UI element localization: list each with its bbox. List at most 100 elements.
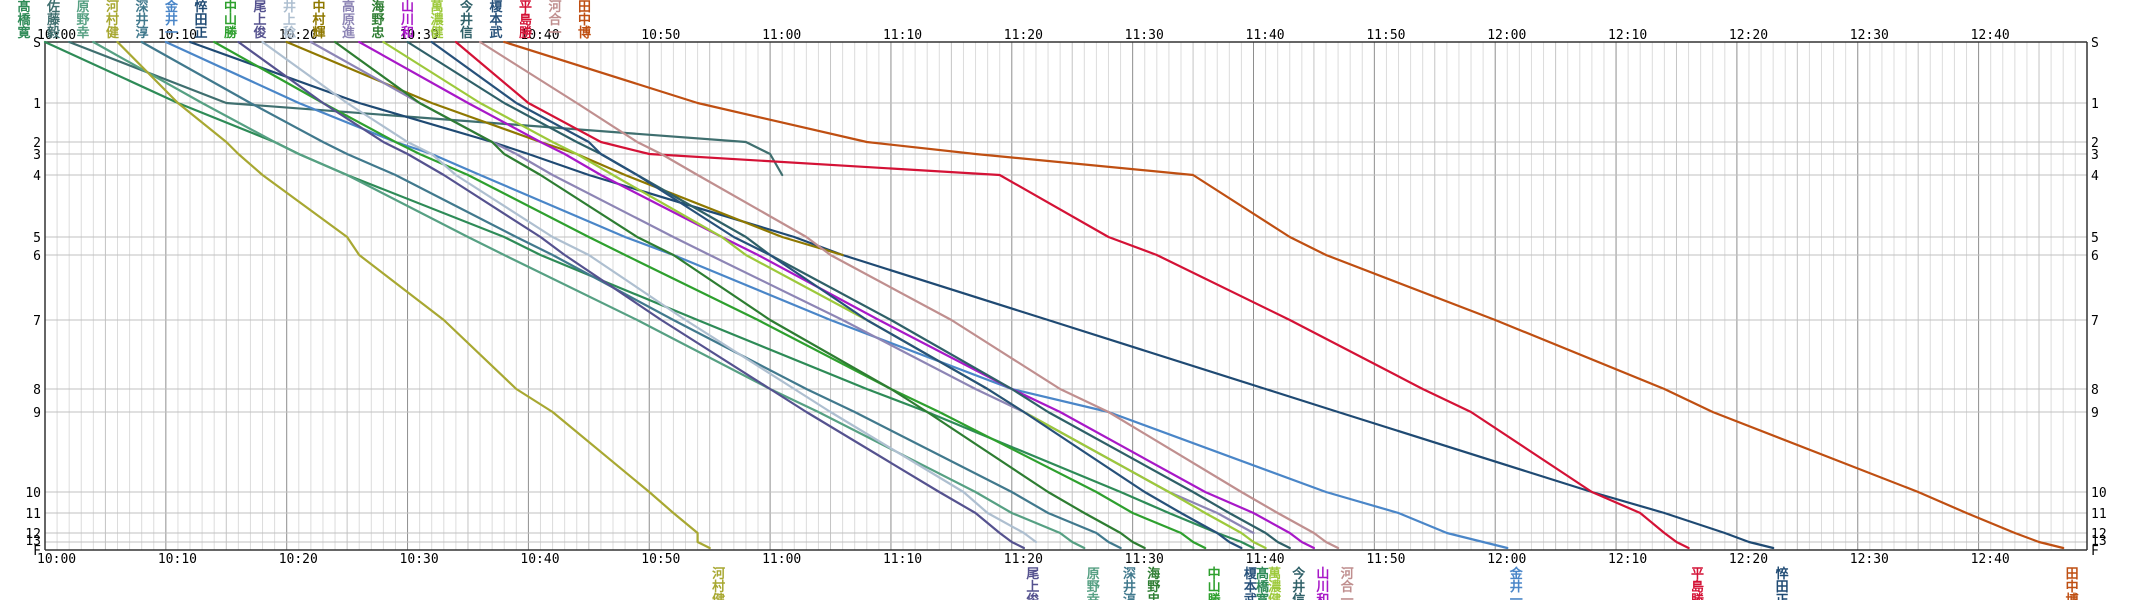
time-label-top: 10:20 [279,28,318,43]
runner-names: 髙橋寛髙橋寛佐藤毅原野幸原野幸河村健河村健深井淳深井淳金井一金井一悴田正悴田正中… [17,0,2079,604]
runner-line [116,40,711,550]
time-label-top: 11:10 [883,28,922,43]
control-label-left: 1 [33,97,41,112]
control-label-left: 11 [25,507,41,522]
runner-line [237,40,1026,550]
time-label-top: 10:40 [520,28,559,43]
time-label-bottom: 12:20 [1729,552,1768,567]
time-label-bottom: 11:50 [1366,552,1405,567]
control-label-right: 4 [2091,169,2099,184]
time-label-top: 11:20 [1004,28,1043,43]
time-label-bottom: 11:00 [762,552,801,567]
runner-name-top: 髙橋寛 [17,0,31,41]
runner-name-bottom: 榎本武 [1244,566,1258,600]
runner-line [333,40,1146,550]
time-label-top: 12:30 [1850,28,1889,43]
control-label-left: 2 [33,136,41,151]
time-label-bottom: 12:10 [1608,552,1647,567]
time-label-top: 11:50 [1366,28,1405,43]
runner-name-bottom: 尾上俊 [1026,567,1039,600]
runner-name-bottom: 河合一 [1341,566,1355,600]
runner-line [406,40,1291,550]
time-label-top: 12:10 [1608,28,1647,43]
time-label-top: 11:40 [1246,28,1285,43]
control-label-right: 1 [2091,97,2099,112]
control-label-left: F [33,544,41,559]
time-label-bottom: 10:50 [641,552,680,567]
time-label-top: 10:30 [400,28,439,43]
time-label-top: 10:10 [158,28,197,43]
runner-line [261,40,1038,544]
control-label-left: 6 [33,249,41,264]
runner-name-top: 榎本武 [489,0,503,41]
time-label-bottom: 11:40 [1246,552,1285,567]
runner-line [382,40,1267,550]
control-label-left: 10 [25,486,41,501]
time-label-bottom: 10:00 [37,552,76,567]
runner-name-top: 金井一 [164,0,179,41]
time-label-top: 12:40 [1971,28,2010,43]
time-label-top: 10:00 [37,28,76,43]
time-label-bottom: 10:40 [520,552,559,567]
runner-name-top: 原野幸 [76,0,89,41]
control-label-right: 13 [2091,534,2107,549]
runner-name-bottom: 今井信 [1291,566,1306,600]
control-label-left: 3 [33,148,41,163]
runner-lines [43,40,2065,550]
control-label-right: 7 [2091,314,2099,329]
runner-line [430,40,1243,550]
control-label-left: 12 [25,527,41,542]
grid-lines [44,42,2087,550]
runner-name-top: 河合一 [548,0,562,41]
control-label-right: 11 [2091,507,2107,522]
runner-name-top: 高原進 [342,0,355,41]
time-label-bottom: 11:30 [1125,552,1164,567]
control-label-left: 8 [33,383,41,398]
control-label-left: 9 [33,406,41,421]
control-label-right: 5 [2091,231,2099,246]
runner-name-top: 中村輝 [312,0,325,41]
control-label-left: 4 [33,169,41,184]
time-label-top: 11:00 [762,28,801,43]
runner-name-bottom: 平島勝 [1691,567,1705,600]
runner-line [140,40,1122,550]
control-label-left: 7 [33,314,41,329]
control-label-left: 13 [25,534,41,549]
control-label-right: F [2091,544,2099,559]
runner-name-top: 田中博 [578,0,591,41]
control-label-right: 8 [2091,383,2099,398]
time-axis-labels: 10:00 10:00 10:10 10:10 10:20 10:20 10:30 10:30… [37,28,2010,567]
control-label-right: 6 [2091,249,2099,264]
runner-name-bottom: 髙橋寛 [1256,566,1270,600]
runner-line [164,40,1509,550]
time-label-bottom: 10:20 [279,552,318,567]
runner-name-bottom: 中山勝 [1208,566,1222,600]
runner-line [503,40,2065,550]
runner-name-bottom: 山川和 [1315,566,1329,600]
time-label-bottom: 12:40 [1971,552,2010,567]
control-label-right: 10 [2091,486,2107,501]
time-label-bottom: 10:30 [400,552,439,567]
runner-line [188,40,1775,550]
runner-line [479,40,1340,550]
runner-name-bottom: 海野忠 [1147,566,1160,600]
runner-line [213,40,1207,550]
control-label-right: S [2091,36,2099,51]
time-label-bottom: 12:30 [1850,552,1889,567]
control-label-right: 12 [2091,527,2107,542]
runner-name-bottom: 金井一 [1509,566,1524,600]
runner-name-bottom: 田中博 [2066,567,2079,600]
runner-name-bottom: 河村健 [712,566,725,600]
time-label-bottom: 10:10 [158,552,197,567]
runner-line [358,40,1316,550]
runner-name-top: 佐藤毅 [46,0,61,41]
runner-name-top: 今井信 [459,0,474,41]
runner-name-bottom: 萬濃健 [1268,566,1282,600]
control-label-right: 9 [2091,406,2099,421]
runner-name-bottom: 悴田正 [1775,566,1789,600]
runner-name-top: 尾上俊 [253,0,266,41]
runner-line [92,40,1086,550]
runner-name-top: 井上稔 [283,0,296,41]
